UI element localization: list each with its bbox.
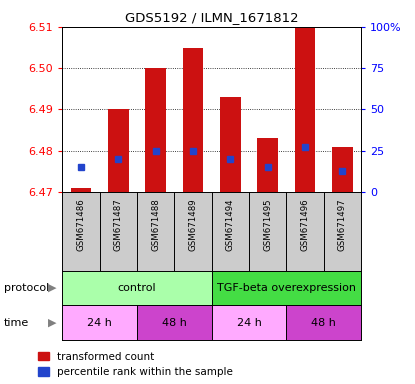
- Text: GSM671497: GSM671497: [338, 198, 347, 251]
- Text: GSM671494: GSM671494: [226, 198, 235, 251]
- Text: 48 h: 48 h: [311, 318, 336, 328]
- Text: GSM671496: GSM671496: [300, 198, 310, 251]
- Text: GSM671487: GSM671487: [114, 198, 123, 251]
- Text: ▶: ▶: [48, 283, 56, 293]
- Text: GSM671495: GSM671495: [263, 198, 272, 251]
- Text: 24 h: 24 h: [87, 318, 112, 328]
- Legend: transformed count, percentile rank within the sample: transformed count, percentile rank withi…: [39, 352, 233, 377]
- Text: protocol: protocol: [4, 283, 49, 293]
- Bar: [145, 68, 166, 192]
- Bar: [220, 97, 241, 192]
- Text: 48 h: 48 h: [162, 318, 187, 328]
- Bar: [295, 27, 315, 192]
- Text: control: control: [117, 283, 156, 293]
- Text: GSM671486: GSM671486: [76, 198, 85, 251]
- Bar: [183, 48, 203, 192]
- Bar: [332, 147, 353, 192]
- Text: GSM671488: GSM671488: [151, 198, 160, 251]
- Text: TGF-beta overexpression: TGF-beta overexpression: [217, 283, 356, 293]
- Bar: [71, 188, 91, 192]
- Text: GSM671489: GSM671489: [188, 198, 198, 251]
- Text: 24 h: 24 h: [237, 318, 261, 328]
- Bar: [257, 138, 278, 192]
- Text: time: time: [4, 318, 29, 328]
- Text: ▶: ▶: [48, 318, 56, 328]
- Bar: [108, 109, 129, 192]
- Text: GDS5192 / ILMN_1671812: GDS5192 / ILMN_1671812: [125, 12, 298, 25]
